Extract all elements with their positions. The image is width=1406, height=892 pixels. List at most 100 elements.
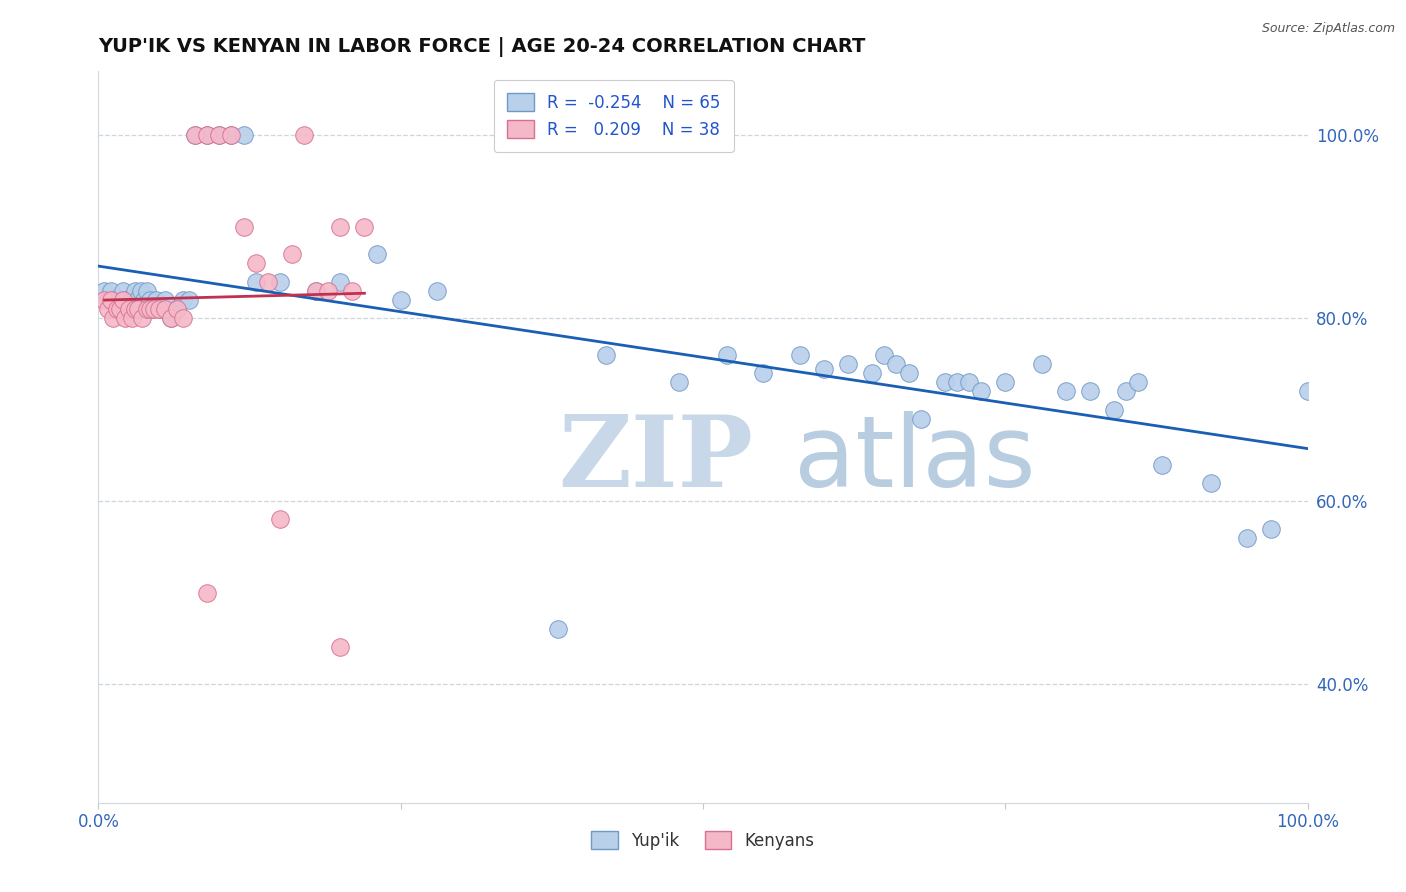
Point — [184, 128, 207, 143]
Point — [135, 284, 157, 298]
Point — [114, 311, 136, 326]
Point — [281, 247, 304, 261]
Point — [160, 311, 183, 326]
Point — [668, 375, 690, 389]
Point — [121, 311, 143, 326]
Point — [716, 348, 738, 362]
Point — [108, 293, 131, 307]
Point — [1199, 475, 1222, 490]
Point — [245, 256, 267, 270]
Point — [366, 247, 388, 261]
Point — [256, 275, 278, 289]
Point — [1054, 384, 1077, 399]
Point — [172, 311, 194, 326]
Point — [389, 293, 412, 307]
Point — [118, 301, 141, 317]
Point — [208, 128, 231, 143]
Point — [1128, 375, 1150, 389]
Text: atlas: atlas — [793, 410, 1035, 508]
Text: Source: ZipAtlas.com: Source: ZipAtlas.com — [1261, 22, 1395, 36]
Point — [166, 301, 188, 317]
Point — [1031, 357, 1053, 371]
Point — [101, 293, 124, 307]
Point — [886, 357, 908, 371]
Point — [111, 284, 134, 298]
Point — [142, 301, 165, 317]
Point — [305, 284, 328, 298]
Point — [148, 301, 170, 317]
Point — [232, 128, 254, 143]
Point — [129, 284, 152, 298]
Point — [813, 361, 835, 376]
Point — [946, 375, 969, 389]
Point — [342, 284, 364, 298]
Point — [1102, 402, 1125, 417]
Point — [957, 375, 980, 389]
Point — [221, 128, 243, 143]
Point — [1115, 384, 1137, 399]
Point — [135, 301, 157, 317]
Point — [860, 366, 883, 380]
Point — [101, 311, 124, 326]
Point — [994, 375, 1017, 389]
Point — [269, 275, 291, 289]
Point — [143, 301, 166, 317]
Point — [100, 293, 122, 307]
Point — [873, 348, 896, 362]
Point — [195, 128, 218, 143]
Point — [245, 275, 267, 289]
Text: YUP'IK VS KENYAN IN LABOR FORCE | AGE 20-24 CORRELATION CHART: YUP'IK VS KENYAN IN LABOR FORCE | AGE 20… — [98, 37, 866, 57]
Point — [114, 293, 136, 307]
Point — [100, 284, 122, 298]
Point — [139, 293, 162, 307]
Point — [160, 311, 183, 326]
Point — [108, 301, 131, 317]
Point — [789, 348, 811, 362]
Point — [208, 128, 231, 143]
Point — [316, 284, 339, 298]
Point — [118, 301, 141, 317]
Point — [179, 293, 201, 307]
Point — [426, 284, 449, 298]
Point — [93, 293, 115, 307]
Point — [93, 284, 115, 298]
Point — [184, 128, 207, 143]
Point — [837, 357, 859, 371]
Point — [121, 293, 143, 307]
Point — [221, 128, 243, 143]
Text: ZIP: ZIP — [558, 410, 752, 508]
Point — [329, 640, 352, 655]
Point — [1260, 522, 1282, 536]
Point — [124, 301, 146, 317]
Point — [897, 366, 920, 380]
Point — [329, 219, 352, 234]
Point — [934, 375, 956, 389]
Point — [305, 284, 328, 298]
Point — [131, 311, 153, 326]
Point — [153, 301, 176, 317]
Point — [124, 284, 146, 298]
Legend: Yup'ik, Kenyans: Yup'ik, Kenyans — [585, 824, 821, 856]
Point — [353, 219, 375, 234]
Point — [172, 293, 194, 307]
Point — [166, 301, 188, 317]
Point — [292, 128, 315, 143]
Point — [1296, 384, 1319, 399]
Point — [127, 301, 149, 317]
Point — [97, 301, 120, 317]
Point — [329, 275, 352, 289]
Point — [195, 128, 218, 143]
Point — [1078, 384, 1101, 399]
Point — [148, 301, 170, 317]
Point — [595, 348, 617, 362]
Point — [97, 293, 120, 307]
Point — [1236, 531, 1258, 545]
Point — [105, 301, 128, 317]
Point — [105, 301, 128, 317]
Point — [134, 293, 156, 307]
Point — [111, 293, 134, 307]
Point — [1152, 458, 1174, 472]
Point — [153, 293, 176, 307]
Point — [547, 622, 569, 636]
Point — [269, 512, 291, 526]
